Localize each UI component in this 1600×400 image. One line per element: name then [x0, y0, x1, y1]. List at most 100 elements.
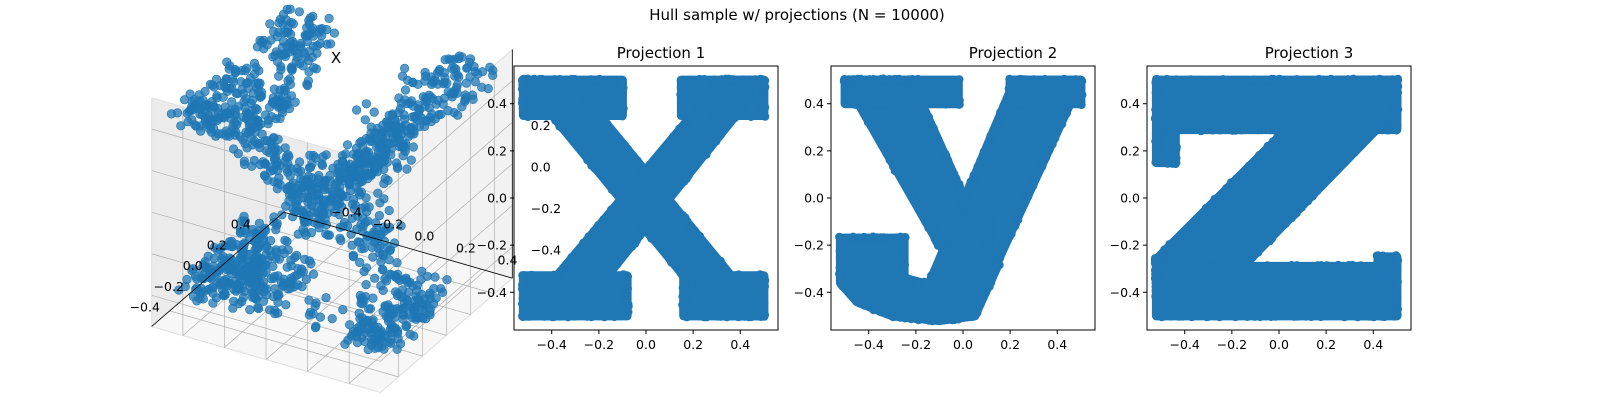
scatter-point — [1153, 75, 1162, 84]
scatter-point — [1292, 261, 1302, 270]
scatter-point — [235, 263, 245, 274]
scatter-point — [251, 103, 261, 113]
scatter-point — [271, 247, 281, 257]
scatter-point — [338, 305, 348, 315]
scatter-point — [422, 299, 432, 310]
scatter-point — [379, 344, 389, 354]
x-tick-label: −0.4 — [1170, 337, 1200, 352]
scatter-point — [391, 324, 401, 334]
scatter-point — [401, 275, 412, 285]
scatter-point — [309, 63, 319, 73]
y-tick-label: −0.2 — [1110, 238, 1140, 253]
x-tick-label: 0.2 — [683, 337, 703, 352]
scatter-point — [327, 314, 337, 324]
scatter-point — [241, 78, 251, 88]
scatter-point — [483, 83, 493, 94]
scatter-point — [373, 188, 383, 198]
scatter-point — [1151, 261, 1161, 270]
scatter-point — [270, 284, 280, 294]
scatter-point — [286, 63, 296, 73]
scatter-point — [200, 116, 210, 126]
scatter-point — [241, 127, 251, 137]
scatter-point — [460, 90, 470, 100]
scatter-point — [261, 243, 271, 253]
scatter-point — [226, 278, 236, 289]
scatter-point — [438, 99, 448, 109]
scatter-point — [929, 270, 939, 279]
scatter-point — [285, 47, 295, 57]
scatter-point — [377, 264, 388, 275]
scatter-point — [392, 258, 402, 268]
scatter-point — [398, 151, 408, 161]
scatter-point — [192, 296, 202, 306]
scatter-point — [1269, 74, 1278, 84]
scatter-point — [249, 286, 259, 296]
grid-line — [380, 122, 513, 237]
scatter-point — [342, 140, 353, 150]
scatter-point — [324, 13, 334, 23]
scatter-point — [967, 312, 977, 322]
scatter-point — [396, 123, 406, 133]
scatter-point — [276, 65, 286, 75]
grid-line — [307, 256, 440, 372]
scatter-point — [396, 221, 406, 231]
scatter-point — [242, 63, 252, 73]
scatter-point — [306, 25, 316, 35]
scatter-point — [268, 292, 279, 302]
y-tick-label: −0.4 — [331, 205, 361, 220]
scatter-point — [391, 158, 402, 168]
y-tick-label: 0.2 — [804, 143, 824, 158]
scatter-point — [1372, 251, 1382, 260]
scatter-point — [387, 270, 397, 280]
scatter-point — [283, 245, 293, 255]
scatter-point — [273, 308, 283, 318]
scatter-point — [420, 67, 430, 77]
scatter-point — [382, 157, 392, 167]
x-tick-label: −0.2 — [901, 337, 931, 352]
scatter-point — [228, 303, 238, 313]
axes-3d-points — [166, 4, 498, 355]
scatter-point — [277, 42, 287, 53]
grid-line — [151, 294, 381, 362]
axes-projection-2-title: Projection 2 — [969, 44, 1057, 62]
scatter-point — [244, 118, 254, 128]
y-tick-label: 0.2 — [1120, 143, 1140, 158]
scatter-point — [434, 110, 444, 120]
scatter-point — [266, 236, 276, 246]
x-tick-label: −0.4 — [130, 300, 160, 315]
scatter-point — [183, 117, 193, 127]
scatter-point — [304, 256, 315, 266]
scatter-point — [865, 98, 874, 108]
scatter-point — [239, 211, 249, 221]
scatter-point — [385, 139, 395, 149]
scatter-point — [277, 210, 287, 220]
y-tick-label: 0.2 — [487, 143, 507, 158]
scatter-point — [269, 26, 279, 37]
scatter-point — [282, 184, 292, 194]
scatter-point — [277, 50, 287, 60]
scatter-point — [305, 13, 316, 23]
scatter-point — [430, 76, 441, 86]
scatter-point — [394, 107, 404, 118]
scatter-point — [254, 303, 264, 314]
scatter-point — [424, 290, 435, 300]
x-tick-label: 0.0 — [636, 337, 656, 352]
scatter-point — [393, 291, 403, 301]
y-tick-label: 0.0 — [1120, 191, 1140, 206]
scatter-point — [381, 147, 391, 157]
scatter-point — [293, 229, 303, 239]
scatter-point — [896, 100, 906, 110]
scatter-point — [335, 182, 345, 192]
scatter-point — [354, 308, 364, 318]
scatter-point — [712, 310, 722, 320]
scatter-point — [281, 201, 291, 211]
scatter-point — [405, 329, 415, 339]
scatter-point — [312, 208, 322, 218]
scatter-point — [260, 136, 270, 146]
scatter-point — [340, 339, 350, 349]
y-tick-label: 0.0 — [804, 191, 824, 206]
scatter-point — [274, 160, 285, 170]
scatter-point — [301, 230, 311, 240]
scatter-point — [465, 57, 475, 67]
scatter-point — [273, 134, 283, 144]
